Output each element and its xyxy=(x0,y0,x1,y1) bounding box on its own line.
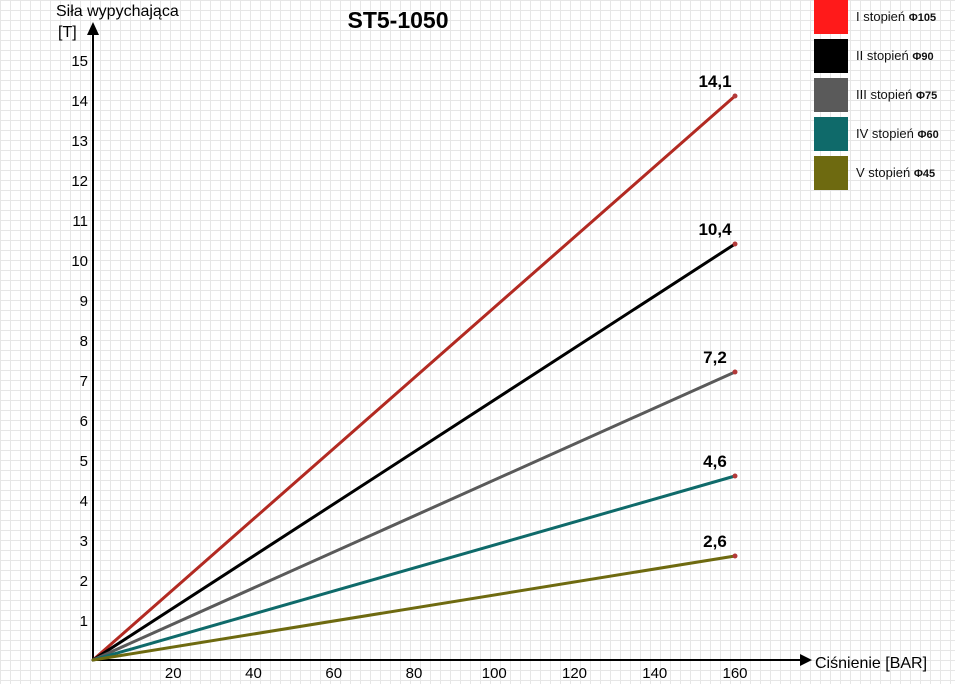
series-end-point xyxy=(732,473,738,479)
y-tick-label: 11 xyxy=(72,213,88,230)
y-tick-label: 9 xyxy=(80,293,88,310)
x-axis-arrow xyxy=(800,654,812,666)
x-tick-label: 80 xyxy=(406,665,423,682)
legend-item: II stopień Φ90 xyxy=(814,39,954,73)
series-line-5 xyxy=(91,554,737,662)
y-axis-label-line-1: Siła wypychająca xyxy=(56,3,179,20)
y-tick-label: 14 xyxy=(71,93,88,110)
end-value-labels: 14,1 10,4 7,2 4,6 2,6 xyxy=(698,72,732,551)
legend-label: II stopień Φ90 xyxy=(856,48,934,63)
legend-series-name: I stopień xyxy=(856,9,909,24)
y-tick-label: 1 xyxy=(80,613,88,630)
y-tick-label: 3 xyxy=(80,533,88,550)
series-lines xyxy=(91,93,738,662)
legend-item: IV stopień Φ60 xyxy=(814,117,954,151)
legend-diameter: Φ60 xyxy=(917,129,939,141)
y-tick-label: 5 xyxy=(80,453,88,470)
series-line-3 xyxy=(91,370,737,662)
legend-diameter: Φ90 xyxy=(912,51,934,63)
legend-label: V stopień Φ45 xyxy=(856,165,935,180)
y-axis-label-line-2: [T] xyxy=(58,24,77,41)
series-line-2 xyxy=(91,242,737,662)
legend-series-name: III stopień xyxy=(856,87,916,102)
y-tick-label: 13 xyxy=(71,133,88,150)
series-end-point xyxy=(732,369,738,375)
x-tick-label: 120 xyxy=(562,665,587,682)
y-tick-label: 6 xyxy=(80,413,88,430)
end-value-label: 4,6 xyxy=(703,452,727,471)
end-value-label: 7,2 xyxy=(703,348,727,367)
legend-label: IV stopień Φ60 xyxy=(856,126,939,141)
x-tick-label: 40 xyxy=(245,665,262,682)
end-value-label: 2,6 xyxy=(703,532,727,551)
series-end-point xyxy=(732,553,738,559)
legend-label: I stopień Φ105 xyxy=(856,9,936,24)
y-tick-label: 2 xyxy=(80,573,88,590)
series-line-4 xyxy=(91,474,737,662)
series-end-point xyxy=(732,241,738,247)
legend-label: III stopień Φ75 xyxy=(856,87,937,102)
legend-diameter: Φ45 xyxy=(913,168,936,180)
y-tick-label: 4 xyxy=(80,493,88,510)
legend-swatch xyxy=(814,39,848,73)
x-tick-labels: 20 40 60 80 100 120 140 160 xyxy=(165,665,748,682)
y-tick-label: 10 xyxy=(71,253,88,270)
y-tick-label: 8 xyxy=(80,333,88,350)
x-tick-label: 140 xyxy=(642,665,667,682)
legend-series-name: V stopień xyxy=(856,165,914,180)
y-axis-label: Siła wypychająca [T] xyxy=(56,3,183,41)
end-value-label: 14,1 xyxy=(698,72,731,91)
x-axis-label: Ciśnienie [BAR] xyxy=(815,655,927,672)
y-tick-label: 12 xyxy=(71,173,88,190)
x-tick-label: 100 xyxy=(482,665,507,682)
y-tick-label: 7 xyxy=(80,373,88,390)
x-tick-label: 160 xyxy=(722,665,747,682)
legend-diameter: Φ105 xyxy=(908,12,937,24)
chart-title: ST5-1050 xyxy=(347,7,448,33)
series-line-1 xyxy=(91,94,737,662)
legend-item: V stopień Φ45 xyxy=(814,156,954,190)
x-tick-label: 20 xyxy=(165,665,182,682)
y-tick-label: 15 xyxy=(71,53,88,70)
legend-swatch xyxy=(814,117,848,151)
legend-series-name: II stopień xyxy=(856,48,913,63)
y-axis-arrow xyxy=(87,22,99,35)
series-end-point xyxy=(732,93,738,99)
legend-item: III stopień Φ75 xyxy=(814,78,954,112)
x-tick-label: 60 xyxy=(325,665,342,682)
legend-swatch xyxy=(814,78,848,112)
legend-diameter: Φ75 xyxy=(915,90,938,102)
legend-series-name: IV stopień xyxy=(856,126,918,141)
legend-item: I stopień Φ105 xyxy=(814,0,954,34)
end-value-label: 10,4 xyxy=(698,220,732,239)
legend-swatch xyxy=(814,0,848,34)
legend-swatch xyxy=(814,156,848,190)
